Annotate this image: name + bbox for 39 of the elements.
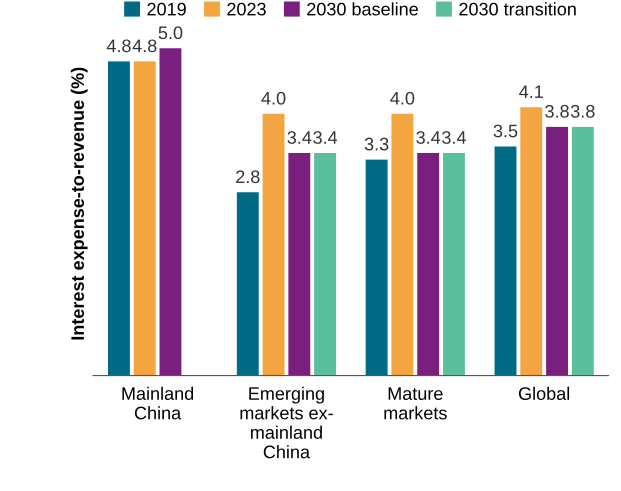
bar bbox=[520, 107, 542, 376]
data-label: 4.8 bbox=[132, 39, 156, 52]
x-tick-label: Mature markets bbox=[384, 387, 447, 420]
legend-label: 2030 baseline bbox=[307, 2, 418, 16]
bar bbox=[134, 61, 156, 376]
data-label: 3.8 bbox=[545, 104, 569, 118]
bar bbox=[417, 153, 440, 376]
x-tick-label: Global bbox=[518, 386, 570, 400]
data-label: 4.1 bbox=[519, 85, 543, 98]
data-label: 3.4 bbox=[442, 131, 466, 144]
data-label: 4.0 bbox=[390, 92, 414, 105]
data-label: 3.8 bbox=[570, 104, 595, 118]
legend-label: 2023 bbox=[227, 2, 266, 16]
bar bbox=[443, 153, 465, 376]
data-label: 3.4 bbox=[313, 131, 338, 144]
data-label: 3.4 bbox=[416, 131, 440, 144]
bar bbox=[572, 126, 594, 376]
data-label: 3.4 bbox=[287, 131, 312, 144]
data-label: 5.0 bbox=[158, 26, 182, 40]
bar bbox=[236, 192, 259, 376]
bar bbox=[546, 126, 568, 376]
data-label: 4.8 bbox=[106, 39, 131, 52]
x-tick-label: Emerging markets ex- mainland China bbox=[240, 386, 333, 458]
y-axis-title: Interest expense-to-revenue (%) bbox=[70, 68, 88, 340]
bar bbox=[262, 114, 285, 376]
bar bbox=[366, 160, 388, 376]
legend-label: 2030 transition bbox=[459, 2, 576, 16]
data-label: 3.5 bbox=[494, 124, 518, 138]
legend-label: 2019 bbox=[147, 2, 186, 16]
bar bbox=[494, 146, 516, 376]
bar bbox=[108, 61, 130, 376]
bar bbox=[391, 114, 414, 376]
x-tick-label: Mainland China bbox=[122, 386, 194, 420]
bar bbox=[288, 153, 310, 376]
data-label: 2.8 bbox=[236, 170, 260, 184]
data-label: 3.3 bbox=[364, 138, 388, 150]
data-label: 4.0 bbox=[261, 92, 286, 105]
bar bbox=[160, 48, 182, 376]
bar bbox=[314, 153, 336, 376]
